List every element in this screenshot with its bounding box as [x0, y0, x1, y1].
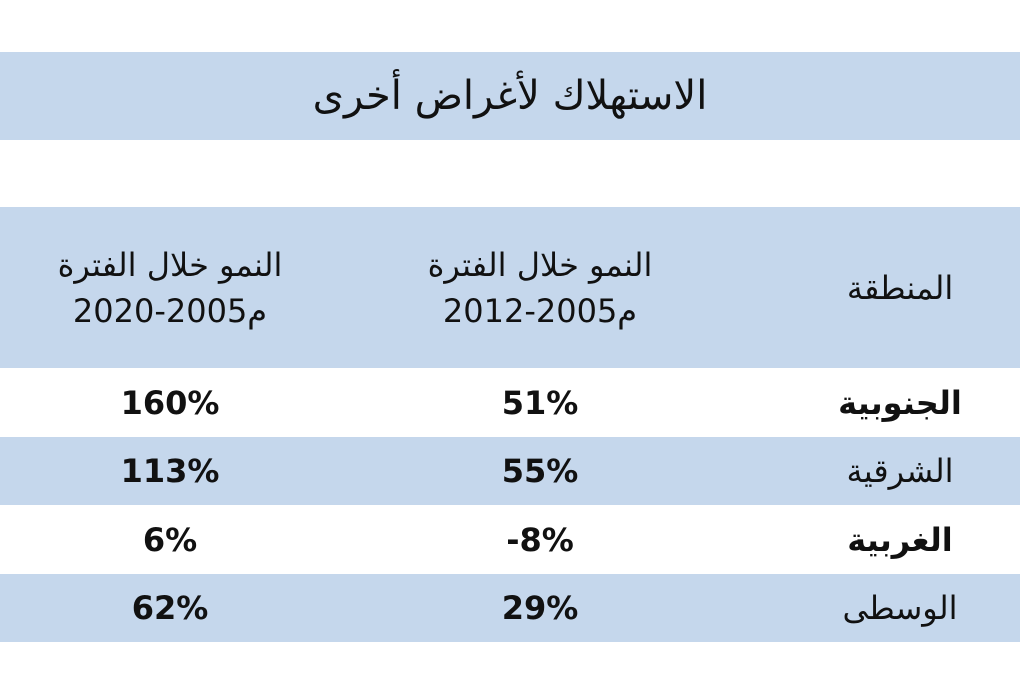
value: 29% [501, 589, 579, 627]
title: الاستهلاك لأغراض أخرى [312, 73, 708, 119]
region: الجنوبية [838, 384, 962, 422]
header-cell: النمو خلال الفترة 2012-2005م [380, 207, 700, 368]
row-band [0, 574, 1020, 642]
value: -8% [506, 520, 574, 559]
header-text: 2012-2005م [442, 291, 638, 330]
value: 160% [120, 384, 220, 422]
header-cell: المنطقة [780, 207, 1020, 368]
header-text: المنطقة [846, 268, 954, 307]
value: 113% [120, 452, 220, 490]
value: 6% [142, 520, 198, 559]
value: 55% [501, 452, 579, 490]
value: 62% [131, 589, 209, 627]
title-band [0, 52, 1020, 140]
row-band [0, 437, 1020, 505]
header-text: النمو خلال الفترة [427, 245, 653, 284]
header-text: النمو خلال الفترة [57, 245, 283, 284]
region: الوسطى [842, 589, 958, 627]
value: 51% [501, 384, 579, 422]
region: الشرقية [846, 452, 954, 490]
header-cell: النمو خلال الفترة 2020-2005م [0, 207, 340, 368]
header-band [0, 207, 1020, 368]
region: الغربية [847, 520, 953, 559]
header-text: 2020-2005م [72, 291, 268, 330]
